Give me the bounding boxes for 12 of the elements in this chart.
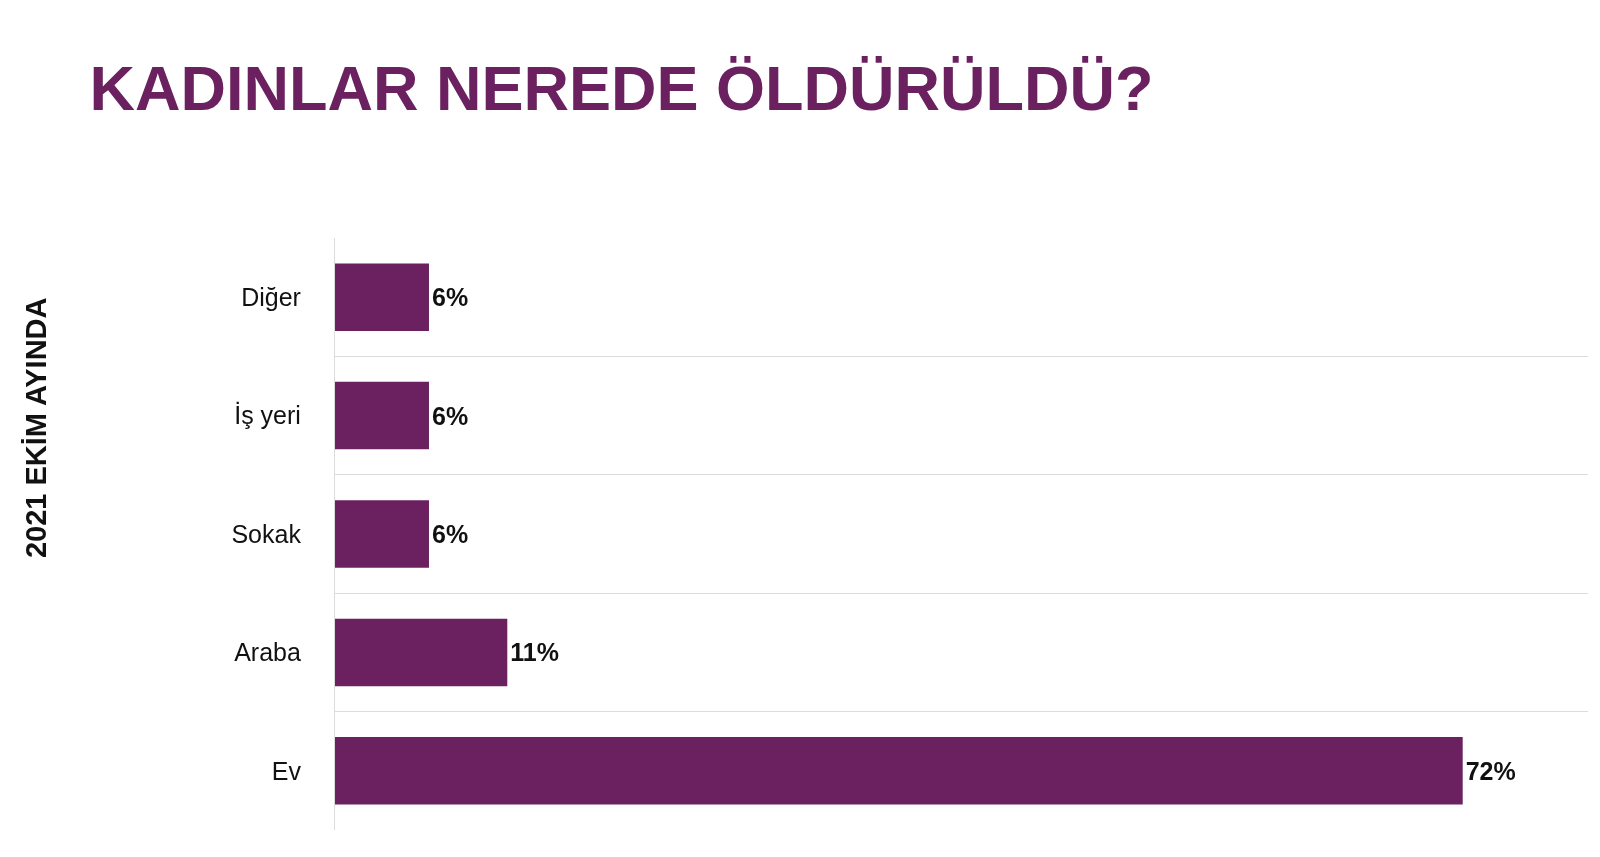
text: 2021 EKİM AYINDA bbox=[20, 297, 52, 559]
y-tick-label: Araba bbox=[234, 638, 301, 667]
y-tick-label: İş yeri bbox=[234, 401, 301, 430]
chart-title: KADINLAR NEREDE ÖLDÜRÜLDÜ? bbox=[89, 53, 1154, 124]
y-tick-label: Sokak bbox=[231, 519, 302, 548]
y-tick-label: Ev bbox=[271, 756, 302, 785]
data-label: 6% bbox=[431, 283, 469, 312]
data-label: 72% bbox=[1465, 756, 1516, 785]
data-label: 11% bbox=[510, 638, 559, 667]
y-tick-label: Diğer bbox=[241, 282, 301, 311]
data-label: 6% bbox=[431, 520, 469, 548]
data-label: 6% bbox=[431, 401, 469, 430]
